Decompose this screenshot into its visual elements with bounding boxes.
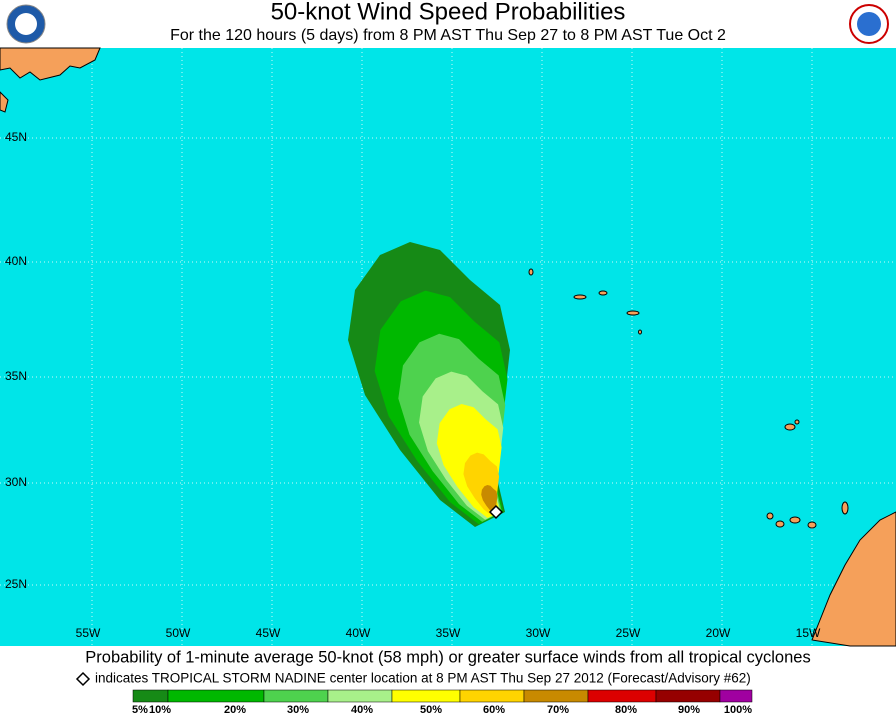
legend: 5% 10% 20% 30% 40% 50% 60% 70% 80% 90% 100% xyxy=(132,689,753,716)
land-africa xyxy=(811,511,896,647)
lon-label: 55W xyxy=(76,626,101,640)
lat-label: 25N xyxy=(5,577,27,591)
legend-label: 90% xyxy=(678,704,700,716)
lon-label: 35W xyxy=(436,626,461,640)
legend-label: 30% xyxy=(287,704,309,716)
storm-center xyxy=(488,504,504,520)
caption-diamond xyxy=(75,671,91,687)
legend-label: 100% xyxy=(724,704,752,716)
nws-logo-inner xyxy=(857,12,881,36)
legend-label: 50% xyxy=(420,704,442,716)
caption-note: indicates TROPICAL STORM NADINE center l… xyxy=(95,671,751,686)
subtitle: For the 120 hours (5 days) from 8 PM AST… xyxy=(170,27,726,44)
noaa-logo-inner xyxy=(15,13,37,35)
lon-label: 25W xyxy=(616,626,641,640)
lat-label: 30N xyxy=(5,475,27,489)
legend-label: 20% xyxy=(224,704,246,716)
land-newfoundland xyxy=(0,47,101,113)
title: 50-knot Wind Speed Probabilities xyxy=(271,0,626,25)
probability-contour xyxy=(481,485,498,514)
caption: Probability of 1-minute average 50-knot … xyxy=(85,648,810,666)
legend-label: 70% xyxy=(547,704,569,716)
probability-swath xyxy=(348,242,510,527)
legend-swatch xyxy=(459,689,525,703)
legend-swatch xyxy=(327,689,393,703)
lon-label: 20W xyxy=(706,626,731,640)
lat-label: 40N xyxy=(5,254,27,268)
legend-label: 5% xyxy=(132,704,148,716)
lon-label: 45W xyxy=(256,626,281,640)
legend-label: 80% xyxy=(615,704,637,716)
legend-label: 40% xyxy=(351,704,373,716)
legend-swatch xyxy=(719,689,753,703)
lat-label: 35N xyxy=(5,369,27,383)
legend-swatch xyxy=(587,689,657,703)
lon-label: 50W xyxy=(166,626,191,640)
islands xyxy=(528,268,849,529)
legend-swatch xyxy=(523,689,589,703)
legend-label: 60% xyxy=(483,704,505,716)
legend-swatch xyxy=(655,689,721,703)
lon-label: 15W xyxy=(796,626,821,640)
legend-swatch xyxy=(263,689,329,703)
lat-label: 45N xyxy=(5,130,27,144)
lon-label: 30W xyxy=(526,626,551,640)
legend-label: 10% xyxy=(149,704,171,716)
legend-swatch xyxy=(132,689,169,703)
legend-swatch xyxy=(167,689,265,703)
legend-swatch xyxy=(391,689,461,703)
lon-label: 40W xyxy=(346,626,371,640)
